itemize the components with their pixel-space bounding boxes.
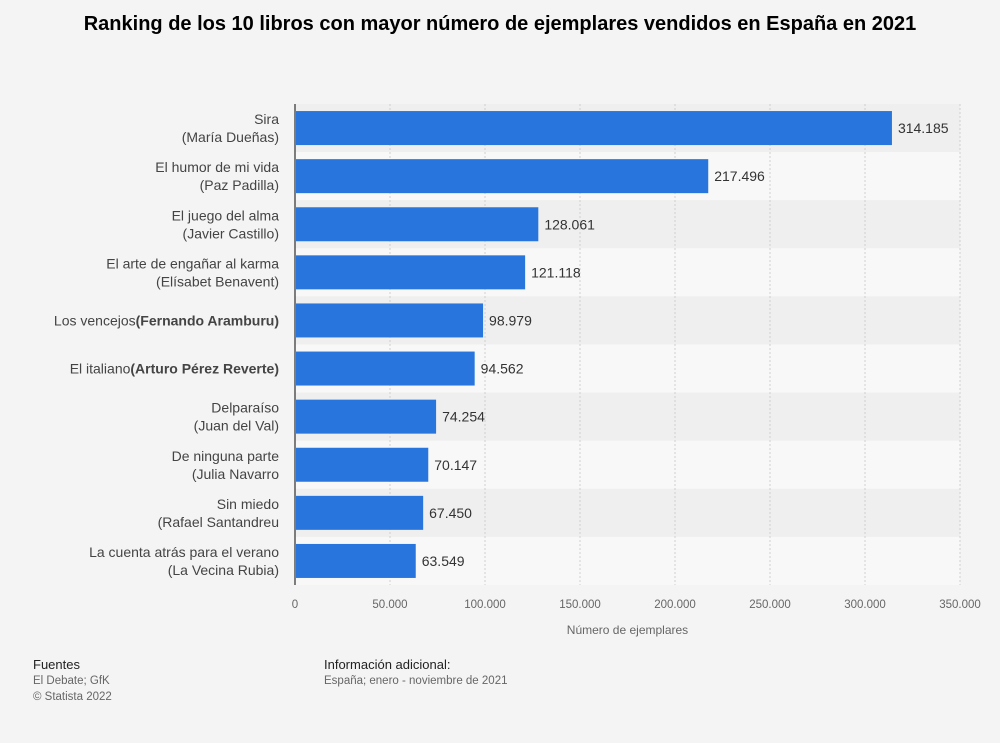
value-label: 314.185 — [898, 120, 949, 136]
x-tick-label: 150.000 — [559, 599, 601, 611]
value-label: 63.549 — [422, 553, 465, 569]
info-block: Información adicional: España; enero - n… — [324, 657, 507, 689]
bar — [296, 495, 424, 530]
category-author: (Fernando Aramburu) — [136, 312, 279, 328]
x-tick-label: 0 — [292, 599, 298, 611]
x-tick-label: 50.000 — [372, 599, 407, 611]
sources-block: Fuentes El Debate; GfK © Statista 2022 — [33, 657, 112, 705]
category-author: (Arturo Pérez Reverte) — [130, 361, 279, 377]
value-label: 67.450 — [429, 505, 472, 521]
bar — [296, 159, 709, 194]
category-author: (María Dueñas) — [182, 129, 279, 145]
value-label: 74.254 — [442, 409, 485, 425]
value-label: 98.979 — [489, 312, 532, 328]
category-title: El arte de engañar al karma — [106, 255, 279, 271]
category-title: De ninguna parte — [172, 448, 280, 464]
category-title: La cuenta atrás para el verano — [89, 544, 279, 560]
bar — [296, 351, 475, 386]
category-author: (La Vecina Rubia) — [168, 562, 279, 578]
bar — [296, 399, 437, 434]
category-title: El juego del alma — [172, 207, 280, 223]
x-axis-title: Número de ejemplares — [567, 623, 688, 637]
category-author: (Julia Navarro — [192, 466, 279, 482]
value-label: 70.147 — [434, 457, 477, 473]
category-author: (Rafael Santandreu — [158, 514, 279, 530]
category-title: Sin miedo — [217, 496, 279, 512]
sources-text: El Debate; GfK — [33, 675, 110, 687]
category-author: (Paz Padilla) — [200, 177, 279, 193]
x-tick-label: 350.000 — [939, 599, 981, 611]
copyright-text: © Statista 2022 — [33, 691, 112, 703]
x-tick-label: 200.000 — [654, 599, 696, 611]
category-title: Los vencejos — [54, 312, 136, 328]
chart-title: Ranking de los 10 libros con mayor númer… — [83, 13, 917, 35]
bar — [296, 303, 484, 338]
value-label: 94.562 — [481, 361, 524, 377]
sources-heading: Fuentes — [33, 657, 80, 672]
x-tick-label: 100.000 — [464, 599, 506, 611]
value-label: 217.496 — [714, 168, 765, 184]
category-title: Sira — [254, 111, 279, 127]
bar — [296, 447, 429, 482]
category-author: (Javier Castillo) — [183, 225, 279, 241]
bar — [296, 207, 539, 242]
info-text: España; enero - noviembre de 2021 — [324, 675, 508, 687]
bar — [296, 111, 892, 146]
category-author: (Elísabet Benavent) — [156, 273, 279, 289]
category-title: El italiano — [70, 361, 131, 377]
category-title: El humor de mi vida — [155, 159, 279, 175]
value-label: 128.061 — [544, 216, 595, 232]
x-tick-label: 250.000 — [749, 599, 791, 611]
info-heading: Información adicional: — [324, 657, 451, 672]
category-label: Los vencejos(Fernando Aramburu) — [54, 312, 279, 328]
category-title: Delparaíso — [211, 400, 279, 416]
category-label: El italiano(Arturo Pérez Reverte) — [70, 361, 279, 377]
x-tick-label: 300.000 — [844, 599, 886, 611]
value-label: 121.118 — [531, 264, 581, 280]
bar — [296, 255, 526, 290]
category-author: (Juan del Val) — [194, 418, 279, 434]
bar — [296, 543, 416, 578]
